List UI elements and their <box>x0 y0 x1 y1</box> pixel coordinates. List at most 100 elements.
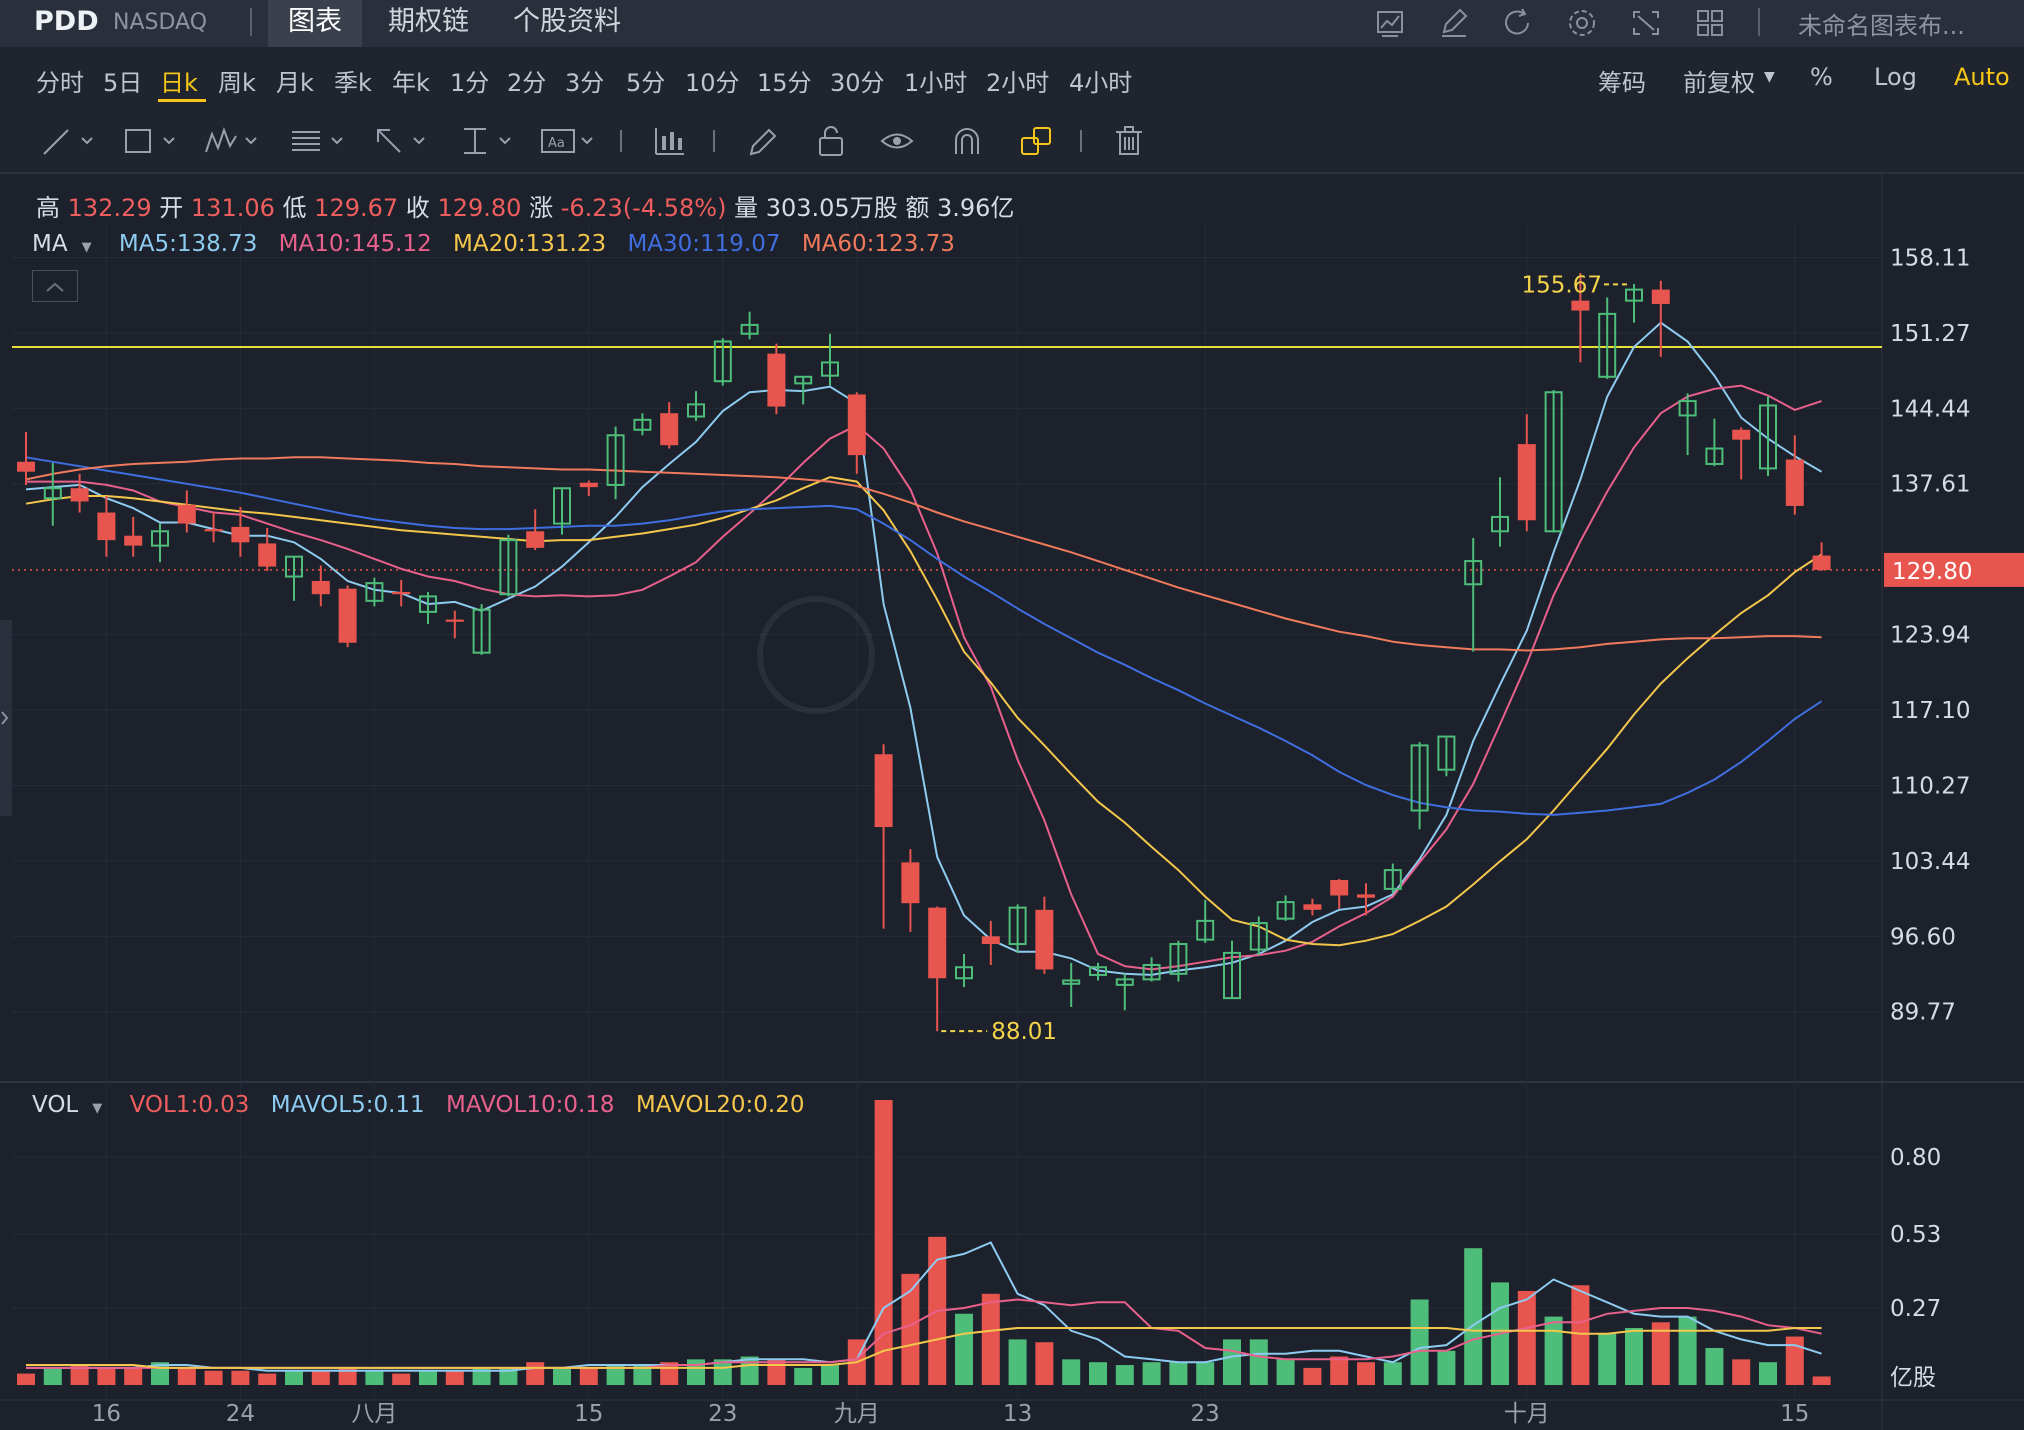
x-tick-label: 13 <box>1003 1401 1032 1427</box>
volume-bar <box>204 1370 223 1385</box>
candle-body <box>204 529 223 532</box>
adjust-dropdown[interactable]: 前复权 <box>1683 69 1755 97</box>
period-tab[interactable]: 分时 <box>36 69 84 97</box>
volume-bar <box>499 1367 518 1385</box>
trash-icon[interactable] <box>1112 124 1172 158</box>
volume-bar <box>1785 1336 1804 1385</box>
period-tab[interactable]: 5分 <box>626 69 666 97</box>
auto-toggle[interactable]: Auto <box>1954 63 2010 91</box>
candle-body <box>1517 444 1536 521</box>
divider <box>620 130 622 152</box>
pattern-tool-icon[interactable] <box>204 124 264 158</box>
volume-bar <box>1276 1359 1295 1385</box>
period-tab[interactable]: 30分 <box>830 69 885 97</box>
tab-option-chain[interactable]: 期权链 <box>388 6 469 37</box>
period-tab[interactable]: 4小时 <box>1069 69 1133 97</box>
volume-bar <box>472 1367 491 1385</box>
period-tab[interactable]: 2小时 <box>986 69 1050 97</box>
period-tab[interactable]: 1分 <box>450 69 490 97</box>
period-tab[interactable]: 季k <box>334 69 372 97</box>
period-tab[interactable]: 15分 <box>757 69 812 97</box>
refresh-icon[interactable] <box>1498 4 1538 42</box>
side-panel-handle[interactable] <box>0 620 12 816</box>
period-tab[interactable]: 月k <box>276 69 314 97</box>
volume-axis-label: 0.53 <box>1890 1222 1941 1248</box>
candle-body <box>472 608 491 654</box>
text-tool-icon[interactable]: Aa <box>540 124 600 158</box>
volume-bar <box>874 1100 893 1385</box>
period-tab[interactable]: 1小时 <box>904 69 968 97</box>
percent-toggle[interactable]: % <box>1810 63 1833 91</box>
fib-tool-icon[interactable] <box>290 124 350 158</box>
volume-axis-label: 0.27 <box>1890 1296 1941 1322</box>
volume-bar <box>43 1367 62 1385</box>
ma5-legend: MA5:138.73 <box>118 231 258 257</box>
ma-indicator-label[interactable]: MA <box>32 231 68 257</box>
volume-bar <box>365 1370 384 1385</box>
low-annotation: 88.01 <box>991 1019 1057 1045</box>
period-tab[interactable]: 5日 <box>103 69 143 97</box>
collapse-button[interactable] <box>32 270 78 302</box>
pencil-icon[interactable] <box>745 124 805 158</box>
volume-bar <box>633 1365 652 1385</box>
period-tab[interactable]: 10分 <box>685 69 740 97</box>
period-tab[interactable]: 3分 <box>565 69 605 97</box>
candle-body <box>1785 459 1804 506</box>
open-label: 开 <box>159 194 184 222</box>
volume-bar <box>1625 1328 1643 1385</box>
period-tab[interactable]: 周k <box>218 69 256 97</box>
volume-bar <box>526 1362 545 1385</box>
price-axis-label: 151.27 <box>1890 321 1970 347</box>
volume-bar <box>1169 1362 1188 1385</box>
period-tab[interactable]: 年k <box>392 69 430 97</box>
candle-body <box>17 461 35 472</box>
measure-tool-icon[interactable] <box>458 124 518 158</box>
volume-bar <box>1249 1339 1268 1385</box>
chips-toggle[interactable]: 筹码 <box>1598 69 1646 97</box>
ma-line-ma30 <box>25 456 1823 816</box>
sync-icon[interactable] <box>1018 124 1078 158</box>
ma-line-ma20 <box>25 476 1823 947</box>
price-axis-label: 96.60 <box>1890 924 1956 950</box>
magnet-icon[interactable] <box>950 124 1010 158</box>
fullscreen-icon[interactable] <box>1626 4 1666 42</box>
candle-body <box>606 434 625 486</box>
candle-body <box>231 526 250 543</box>
period-tab-active[interactable]: 日k <box>160 69 198 97</box>
chart-template-icon[interactable] <box>1370 4 1410 42</box>
volume-bar <box>901 1273 920 1385</box>
candle-body <box>1410 744 1429 812</box>
layout-grid-icon[interactable] <box>1690 4 1730 42</box>
chevron-down-icon[interactable]: ▼ <box>92 1101 103 1116</box>
line-tool-icon[interactable] <box>40 124 100 158</box>
volume-bar <box>579 1367 598 1385</box>
period-tab[interactable]: 2分 <box>507 69 547 97</box>
eye-icon[interactable] <box>880 124 940 158</box>
log-toggle[interactable]: Log <box>1874 63 1917 91</box>
tab-chart[interactable]: 图表 <box>268 0 362 47</box>
vol-legend[interactable]: VOL ▼ VOL1:0.03 MAVOL5:0.11 MAVOL10:0.18 … <box>32 1092 818 1118</box>
candle-body <box>713 340 732 383</box>
bar-pattern-icon[interactable] <box>652 124 712 158</box>
settings-icon[interactable] <box>1562 4 1602 42</box>
candle-body <box>874 754 893 828</box>
arrow-tool-icon[interactable] <box>372 124 432 158</box>
chevron-down-icon[interactable]: ▼ <box>81 240 92 255</box>
candle-body <box>553 487 571 525</box>
ma-legend[interactable]: MA ▼ MA5:138.73 MA10:145.12 MA20:131.23 M… <box>32 231 969 257</box>
candle-body <box>955 966 973 980</box>
current-price-tag <box>1884 552 2024 587</box>
edit-icon[interactable] <box>1434 4 1474 42</box>
rectangle-tool-icon[interactable] <box>122 124 182 158</box>
candle-body <box>177 504 196 524</box>
lock-icon[interactable] <box>814 124 874 158</box>
tab-stock-profile[interactable]: 个股资料 <box>513 6 621 37</box>
candle-body <box>258 543 277 567</box>
chart-layout-name[interactable]: 未命名图表布... <box>1798 12 1965 40</box>
volume-bar <box>1330 1356 1349 1385</box>
vol-indicator-label[interactable]: VOL <box>32 1092 79 1118</box>
volume-bar <box>17 1373 35 1385</box>
volume-bar <box>1812 1376 1831 1385</box>
candle-body <box>1491 515 1509 533</box>
